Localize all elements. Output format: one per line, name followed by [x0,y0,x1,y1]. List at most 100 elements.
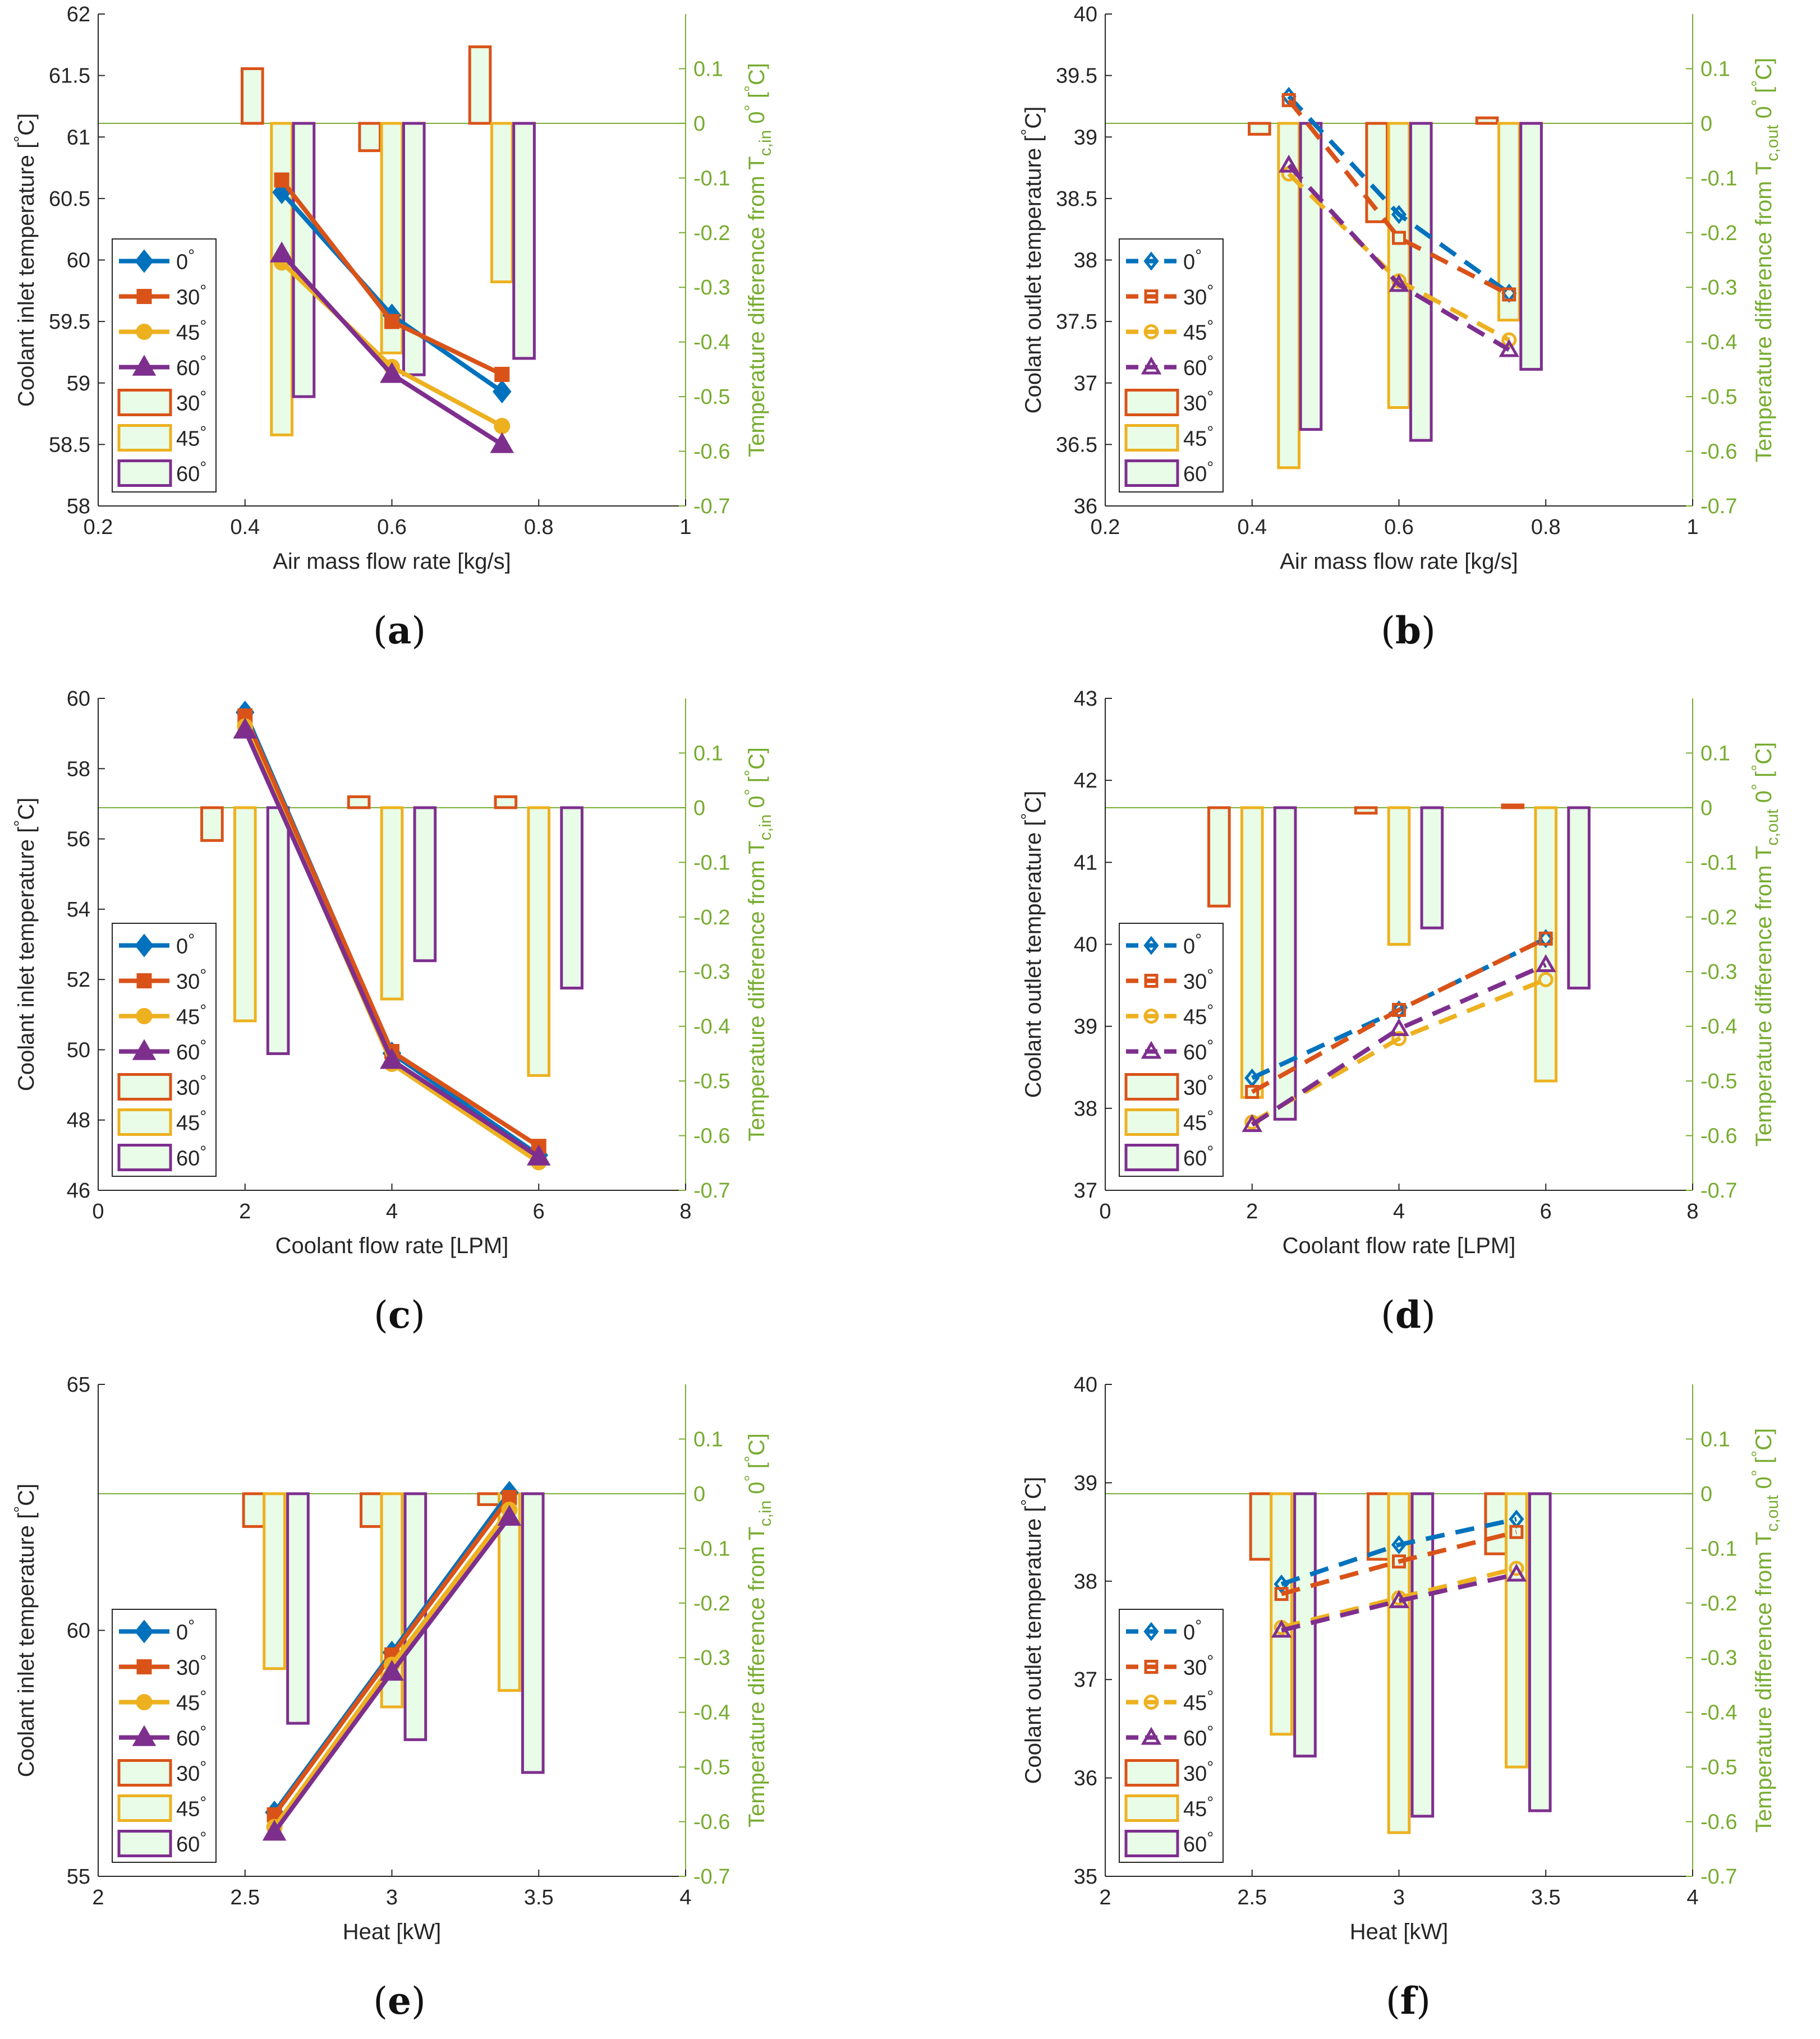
data-point-1-2 [1502,287,1516,302]
bar-45deg-0 [263,1492,286,1670]
bar-30deg-0 [241,67,264,125]
data-point-2-2 [1538,972,1554,987]
y-tick-label: 41 [1074,851,1097,874]
y2-tick-label: -0.6 [693,1125,730,1148]
bar-30deg-1 [1365,122,1389,223]
y2-axis-label: Temperature difference from Tc,in​ 0°​ [… [742,63,775,457]
bar-30deg-2 [477,1492,501,1506]
legend-label-0: 0°​ [176,1617,195,1645]
x-tick-label: 0.8 [1531,515,1561,539]
y2-tick-label: -0.6 [1700,1125,1737,1148]
chart-a: 0.2 0.4 0.6 0.8 1 58 58.5 59 59.5 60 60.5 61 61.5 62 -… [11,3,775,574]
legend: 0°​ 30°​ 45°​ 60°​ 30°​ 45°​ 60°​ [112,923,217,1177]
legend-bar-6 [1124,459,1179,487]
bar-30deg-1 [360,1492,383,1528]
data-point-1-1 [1392,1002,1406,1017]
y-tick-label: 35 [1074,1865,1097,1889]
legend-label-6: 60°​ [176,1143,206,1171]
bar-60deg-2 [512,122,536,360]
legend-label-5: 45°​ [176,1108,206,1135]
legend-marker-2 [1143,324,1159,339]
y-tick-label: 62 [67,3,90,26]
y-axis-label: Coolant outlet temperature [°​C] [1018,107,1046,414]
y2-tick-label: 0.1 [693,1428,723,1451]
x-tick-label: 2 [1099,1886,1111,1909]
bar-30deg-1 [347,795,371,809]
x-tick-label: 0 [92,1200,104,1223]
data-point-1-1 [384,314,399,329]
series-line-0 [1287,95,1511,295]
legend-label-3: 60°​ [1183,353,1214,380]
data-point-3-0 [1278,154,1299,173]
legend-label-1: 30°​ [176,1653,206,1680]
data-point-1-2 [1509,1525,1524,1539]
legend-marker-2 [1143,1695,1159,1710]
bar-30deg-1 [358,122,382,153]
x-tick-label: 8 [1686,1200,1698,1223]
caption-b: (b) [1381,609,1436,652]
legend-bar-5 [1124,424,1179,452]
legend-marker-1 [136,1659,152,1674]
bar-60deg-1 [413,806,437,963]
legend-marker-0 [135,249,154,273]
legend-label-5: 45°​ [176,1794,206,1821]
x-tick-label: 1 [679,515,691,539]
data-point-3-0 [233,717,258,739]
y2-tick-label: -0.7 [693,1865,730,1889]
y2-tick-label: -0.5 [693,1756,730,1779]
y2-tick-label: -0.1 [1700,1537,1737,1561]
bar-45deg-0 [233,806,257,1023]
legend-label-2: 45°​ [1183,317,1214,345]
legend-label-2: 45°​ [1183,1002,1214,1029]
y-tick-label: 39 [1074,1471,1097,1495]
bar-45deg-2 [1505,1492,1528,1769]
x-tick-label: 3.5 [1531,1886,1561,1909]
y-tick-label: 54 [67,898,90,922]
legend-marker-0 [1143,936,1159,955]
legend-bar-5 [1124,1794,1179,1822]
y2-tick-label: -0.2 [693,222,730,245]
caption-e: (e) [373,1979,426,2023]
y2-tick-label: 0.1 [693,57,723,81]
legend: 0°​ 30°​ 45°​ 60°​ 30°​ 45°​ 60°​ [112,238,217,493]
y2-axis-label: Temperature difference from Tc,out​ 0°​ … [1749,1428,1782,1833]
y2-axis-label: Temperature difference from Tc,in​ 0°​ [… [742,1433,775,1828]
legend-label-3: 60°​ [176,353,206,380]
legend-marker-2 [1143,1009,1159,1024]
x-tick-label: 3.5 [524,1886,554,1909]
y2-tick-label: -0.4 [1700,1701,1737,1725]
bar-60deg-1 [1420,806,1444,929]
legend-label-4: 30°​ [176,1759,206,1786]
bar-60deg-2 [1528,1492,1552,1812]
chart-b: 0.2 0.4 0.6 0.8 1 36 36.5 37 37.5 38 38.5 39 39.5 40 -… [1018,3,1782,574]
x-axis-label: Air mass flow rate [kg/s] [1280,549,1518,574]
legend-label-1: 30°​ [1183,966,1214,994]
y2-tick-label: 0.1 [1700,57,1730,81]
series-line-3 [1287,163,1510,352]
bar-45deg-1 [380,806,404,1001]
data-point-1-0 [1274,1587,1289,1601]
bar-45deg-2 [527,806,551,1077]
y2-tick-label: -0.5 [693,385,730,409]
bar-45deg-0 [270,122,294,436]
y-tick-label: 37 [1074,1668,1097,1692]
y-tick-label: 40 [1074,3,1097,26]
y2-axis-label: Temperature difference from Tc,in​ 0°​ [… [742,747,775,1142]
legend-label-6: 60°​ [176,459,206,486]
y2-tick-label: 0.1 [693,742,723,765]
caption-a: (a) [373,609,426,652]
y2-tick-label: -0.1 [1700,167,1737,190]
data-point-2-1 [1391,1031,1407,1047]
legend-label-4: 30°​ [1183,1073,1214,1100]
y2-tick-label: -0.6 [693,440,730,464]
legend-bar-5 [117,1108,172,1136]
legend-label-1: 30°​ [1183,282,1214,310]
legend-bar-6 [117,1830,172,1857]
bar-60deg-0 [1299,122,1323,431]
legend: 0°​ 30°​ 45°​ 60°​ 30°​ 45°​ 60°​ [1119,238,1224,493]
y-tick-label: 56 [67,828,90,851]
chart-f: 2 2.5 3 3.5 4 35 36 37 38 39 40 -0.7 -0.6 -0.5 -0.4 -0.… [1018,1373,1782,1944]
y-tick-label: 37 [1074,1179,1097,1203]
data-point-3-0 [269,241,294,263]
